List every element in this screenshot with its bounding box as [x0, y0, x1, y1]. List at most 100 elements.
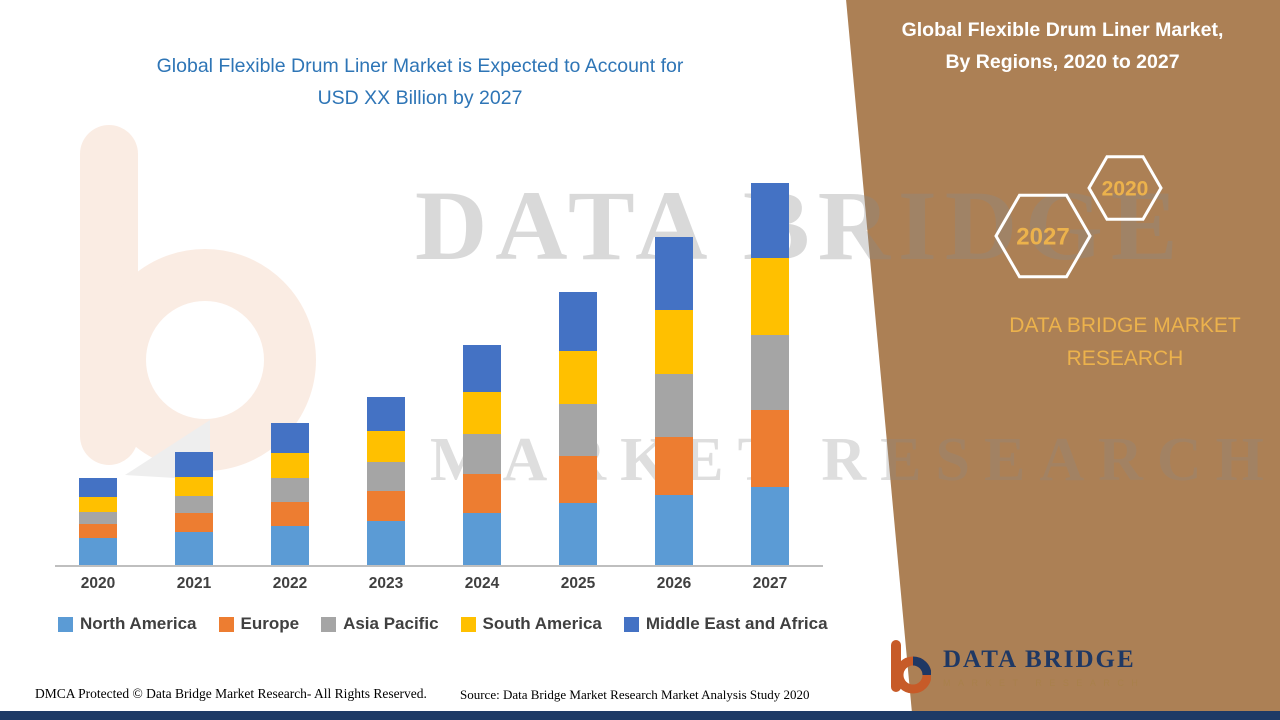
dmca-notice: DMCA Protected © Data Bridge Market Rese… [35, 686, 427, 701]
bar-segment-asia-pacific [559, 404, 597, 456]
page-title: Global Flexible Drum Liner Market is Exp… [30, 50, 810, 114]
legend-swatch-north-america [58, 616, 73, 632]
legend-item-middle-east-and-africa: Middle East and Africa [623, 614, 828, 634]
bar-segment-south-america [559, 351, 597, 404]
legend-label-asia-pacific: Asia Pacific [343, 614, 439, 633]
legend-item-europe: Europe [218, 614, 300, 634]
legend-label-south-america: South America [482, 614, 602, 633]
company-logo-subtitle: MARKET RESEARCH [943, 678, 1146, 688]
bar-segment-south-america [271, 453, 309, 478]
hexagon-2020-shape [1087, 155, 1163, 221]
hexagon-2020-label: 2020 [1102, 178, 1149, 201]
bar-segment-asia-pacific [367, 462, 405, 491]
bar-segment-middle-east-and-africa [559, 292, 597, 351]
bar-segment-south-america [79, 497, 117, 512]
bar-segment-asia-pacific [655, 374, 693, 437]
bar-segment-south-america [655, 310, 693, 374]
bar-segment-middle-east-and-africa [175, 452, 213, 477]
source-note: Source: Data Bridge Market Research Mark… [460, 687, 810, 702]
bar-segment-south-america [751, 258, 789, 335]
bar-2021 [175, 452, 213, 565]
legend-item-asia-pacific: Asia Pacific [321, 614, 439, 634]
watermark-text-line1: DATA BRIDGE [415, 170, 1186, 281]
side-panel-title-line1: Global Flexible Drum Liner Market, [901, 19, 1224, 41]
bar-segment-south-america [175, 477, 213, 496]
bar-2024 [463, 345, 501, 565]
brand-text-line1: DATA BRIDGE MARKET [1009, 314, 1241, 337]
bar-segment-middle-east-and-africa [367, 397, 405, 431]
bar-2023 [367, 397, 405, 565]
x-axis-label-2027: 2027 [752, 575, 788, 592]
bar-segment-asia-pacific [271, 478, 309, 502]
bar-2025 [559, 292, 597, 565]
x-axis-label-2024: 2024 [464, 575, 500, 592]
bar-segment-asia-pacific [463, 434, 501, 474]
bar-segment-europe [559, 456, 597, 503]
bar-segment-north-america [271, 526, 309, 565]
bar-segment-europe [79, 524, 117, 538]
brand-text: DATA BRIDGE MARKET RESEARCH [950, 310, 1280, 375]
x-axis-label-2021: 2021 [176, 575, 212, 592]
company-logo: DATA BRIDGE MARKET RESEARCH [885, 638, 1145, 696]
x-axis-label-2023: 2023 [368, 575, 404, 592]
chart-legend: North America Europe Asia Pacific South Ame… [58, 614, 828, 634]
bar-segment-north-america [655, 495, 693, 565]
bar-segment-europe [463, 474, 501, 513]
bar-segment-north-america [463, 513, 501, 565]
bar-segment-asia-pacific [175, 496, 213, 513]
bar-2020 [79, 478, 117, 565]
bar-segment-europe [751, 410, 789, 487]
side-panel-title-line2: By Regions, 2020 to 2027 [945, 51, 1180, 74]
x-axis-label-2025: 2025 [560, 575, 596, 592]
legend-swatch-europe [218, 616, 234, 632]
bar-2022 [271, 423, 309, 565]
hexagon-2027-label: 2027 [1016, 223, 1069, 250]
legend-label-north-america: North America [80, 614, 197, 633]
side-panel-title: Global Flexible Drum Liner Market, By Re… [860, 14, 1265, 78]
bar-segment-asia-pacific [751, 335, 789, 410]
bar-segment-south-america [367, 431, 405, 462]
company-logo-icon [891, 640, 931, 694]
page-title-line1: Global Flexible Drum Liner Market is Exp… [156, 55, 684, 77]
legend-item-south-america: South America [460, 614, 602, 634]
legend-swatch-middle-east-and-africa [623, 616, 639, 632]
legend-label-europe: Europe [240, 614, 300, 633]
bar-segment-europe [655, 437, 693, 495]
bar-segment-middle-east-and-africa [463, 345, 501, 392]
bar-segment-north-america [79, 538, 117, 565]
x-axis-label-2020: 2020 [80, 575, 116, 592]
hexagon-2027-shape [994, 193, 1092, 279]
bar-2026 [655, 237, 693, 565]
bar-2027 [751, 183, 789, 565]
bar-segment-europe [271, 502, 309, 526]
bar-segment-north-america [559, 503, 597, 565]
x-axis-label-2026: 2026 [656, 575, 692, 592]
bottom-accent-bar [0, 711, 1280, 720]
bar-segment-asia-pacific [79, 512, 117, 524]
x-axis-label-2022: 2022 [272, 575, 308, 592]
bar-segment-middle-east-and-africa [79, 478, 117, 497]
bar-segment-europe [367, 491, 405, 521]
bar-segment-europe [175, 513, 213, 532]
bar-segment-middle-east-and-africa [271, 423, 309, 453]
bar-segment-north-america [751, 487, 789, 565]
plot-area: 2020 2021 2022 2023 2024 2025 2026 2027 [60, 165, 820, 592]
year-hexagons: 2027 2020 [994, 155, 1163, 279]
bar-segment-north-america [175, 532, 213, 565]
bar-segment-north-america [367, 521, 405, 565]
page-title-line2: USD XX Billion by 2027 [317, 87, 523, 110]
bar-segment-middle-east-and-africa [751, 183, 789, 258]
legend-swatch-south-america [460, 616, 476, 632]
company-logo-texts: DATA BRIDGE MARKET RESEARCH [943, 646, 1145, 688]
x-axis-line [55, 565, 823, 567]
legend-swatch-asia-pacific [321, 616, 337, 632]
logo-watermark-icon [80, 125, 316, 480]
brand-text-line2: RESEARCH [1066, 346, 1184, 370]
legend-item-north-america: North America [58, 614, 197, 634]
legend-label-middle-east-and-africa: Middle East and Africa [645, 614, 828, 633]
company-logo-title: DATA BRIDGE [943, 646, 1136, 673]
bar-segment-south-america [463, 392, 501, 434]
bar-segment-middle-east-and-africa [655, 237, 693, 310]
